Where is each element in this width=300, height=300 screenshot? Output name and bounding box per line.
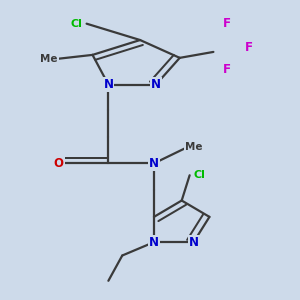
Text: O: O bbox=[54, 157, 64, 170]
Text: Me: Me bbox=[185, 142, 202, 152]
Text: Cl: Cl bbox=[71, 19, 82, 29]
Text: F: F bbox=[223, 63, 231, 76]
Text: N: N bbox=[149, 157, 159, 170]
Text: Cl: Cl bbox=[194, 170, 206, 180]
Text: N: N bbox=[189, 236, 199, 249]
Text: Me: Me bbox=[40, 54, 58, 64]
Text: N: N bbox=[149, 236, 159, 249]
Text: F: F bbox=[245, 41, 253, 54]
Text: N: N bbox=[103, 78, 113, 91]
Text: F: F bbox=[223, 17, 231, 30]
Text: N: N bbox=[151, 78, 161, 91]
